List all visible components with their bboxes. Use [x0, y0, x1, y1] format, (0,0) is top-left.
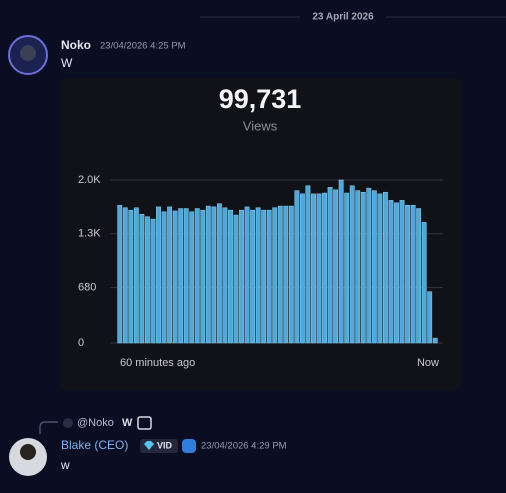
bar	[216, 203, 222, 344]
bar	[432, 337, 438, 344]
bar	[266, 209, 272, 344]
date-divider: 23 April 2026	[312, 12, 374, 23]
y-tick-label: 680	[78, 281, 96, 293]
bar	[117, 205, 123, 344]
bar	[311, 193, 316, 344]
bar	[299, 193, 305, 344]
bar	[239, 209, 244, 344]
bar	[388, 200, 394, 344]
bar	[222, 207, 228, 344]
headline-value: 99,731	[219, 84, 302, 114]
bar	[194, 208, 200, 344]
bar	[128, 209, 134, 344]
bar	[338, 179, 344, 344]
bar	[383, 191, 388, 344]
bar	[183, 208, 189, 344]
bar	[244, 206, 250, 344]
bar	[316, 193, 322, 344]
bar	[261, 209, 267, 344]
author-name[interactable]: Noko	[61, 38, 91, 52]
bar	[233, 214, 239, 344]
reply-avatar	[63, 418, 73, 428]
bar	[228, 209, 233, 344]
bar	[172, 210, 178, 344]
bar	[156, 206, 161, 344]
bar	[288, 205, 294, 344]
bar	[133, 207, 139, 344]
bar	[139, 213, 145, 344]
bar-chart: 0 680 1.3K 2.0K	[78, 174, 443, 349]
bar	[371, 190, 377, 344]
bar	[322, 192, 327, 344]
status-icon	[182, 439, 196, 453]
bar	[344, 192, 350, 344]
bar	[366, 187, 372, 344]
bar	[327, 187, 333, 344]
bar	[200, 209, 206, 344]
bar	[294, 190, 300, 344]
reply-connector	[39, 421, 58, 434]
bar	[205, 205, 211, 344]
image-icon	[137, 416, 152, 430]
y-tick-label: 0	[78, 337, 84, 349]
bar	[167, 206, 172, 344]
x-start-label: 60 minutes ago	[120, 357, 195, 369]
bar	[161, 211, 167, 344]
bar	[349, 185, 355, 344]
y-tick-label: 1.3K	[78, 228, 101, 240]
badge-label: VID	[157, 440, 173, 450]
bar	[394, 202, 399, 344]
bar	[150, 218, 156, 344]
bar	[305, 185, 311, 344]
bar	[272, 207, 278, 344]
avatar-figure	[20, 45, 36, 61]
avatar-figure	[20, 444, 36, 460]
message-content: w	[60, 458, 70, 472]
bar	[145, 216, 150, 344]
bar	[360, 191, 366, 344]
bar	[427, 291, 433, 344]
badge-icon	[144, 441, 154, 450]
bar	[178, 208, 184, 344]
bar	[122, 207, 128, 344]
bar	[405, 205, 410, 344]
bar	[189, 211, 195, 344]
bar	[333, 189, 339, 344]
reply-mention[interactable]: @Noko	[77, 417, 114, 429]
bar	[211, 206, 217, 344]
bar	[421, 222, 427, 344]
timestamp: 23/04/2026 4:29 PM	[201, 441, 287, 452]
bar	[399, 200, 405, 344]
bar	[283, 205, 289, 344]
bar	[416, 208, 422, 344]
timestamp: 23/04/2026 4:25 PM	[100, 41, 186, 52]
bar	[277, 205, 283, 344]
y-tick-label: 2.0K	[78, 174, 101, 186]
reply-content: W	[122, 417, 133, 429]
headline-caption: Views	[243, 118, 278, 133]
bar	[410, 205, 416, 344]
bar	[377, 193, 383, 344]
bar	[250, 209, 256, 344]
message-content: W	[61, 56, 73, 70]
author-name[interactable]: Blake (CEO)	[61, 438, 128, 452]
x-end-label: Now	[417, 357, 439, 369]
bar	[355, 190, 361, 344]
bar	[255, 207, 261, 344]
